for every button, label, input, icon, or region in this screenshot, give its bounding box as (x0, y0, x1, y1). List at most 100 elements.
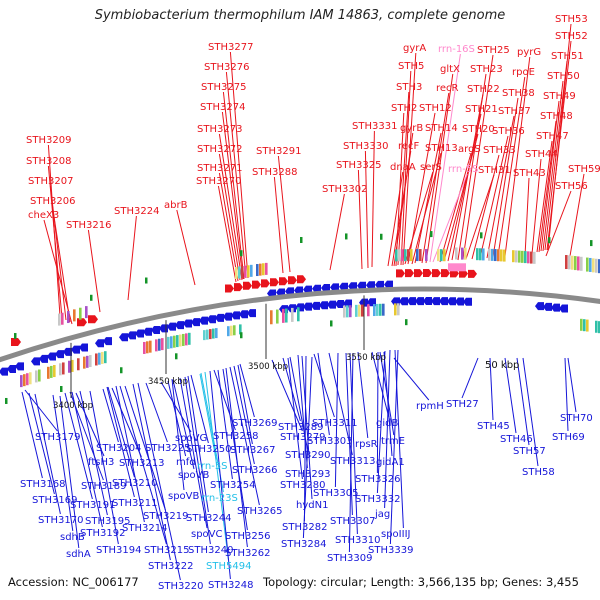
gene-feature-block[interactable] (376, 303, 379, 316)
bottom-gene-label[interactable]: STH3170 (38, 515, 83, 526)
top-gene-label[interactable]: STH2 (391, 103, 417, 114)
gene-feature-block[interactable] (185, 333, 188, 346)
gene-feature-block[interactable] (530, 251, 533, 264)
gene-feature-block[interactable] (358, 304, 361, 317)
top-gene-label[interactable]: STH3 (396, 82, 422, 93)
bottom-gene-label[interactable]: STH3309 (327, 553, 372, 564)
bottom-gene-label[interactable]: STH3266 (232, 465, 277, 476)
gene-feature-block[interactable] (373, 304, 376, 317)
bottom-gene-label[interactable]: STH3265 (237, 506, 282, 517)
reverse-gene-arrow[interactable] (71, 345, 80, 354)
gene-feature-block[interactable] (512, 250, 515, 263)
gene-feature-block[interactable] (443, 249, 446, 262)
bottom-gene-label[interactable]: STH46 (500, 434, 533, 445)
top-gene-label[interactable]: STH3207 (28, 176, 73, 187)
top-gene-label[interactable]: STH37 (498, 106, 531, 117)
top-gene-label[interactable]: STH47 (536, 131, 569, 142)
top-gene-label[interactable]: STH13 (425, 143, 458, 154)
bottom-gene-label[interactable]: ftsH3 (88, 457, 114, 468)
forward-gene-arrow[interactable] (11, 338, 21, 347)
reverse-gene-arrow[interactable] (551, 303, 560, 312)
gene-feature-block[interactable] (256, 264, 259, 277)
top-gene-label[interactable]: STH3206 (30, 196, 75, 207)
gene-feature-block[interactable] (235, 266, 238, 279)
top-gene-label[interactable]: STH44 (525, 149, 558, 160)
gene-feature-block[interactable] (26, 373, 29, 386)
reverse-gene-arrow[interactable] (31, 357, 40, 366)
gene-feature-block[interactable] (262, 263, 265, 276)
forward-gene-arrow[interactable] (270, 278, 279, 287)
top-gene-label[interactable]: STH51 (551, 51, 584, 62)
gene-feature-block[interactable] (188, 332, 191, 345)
bottom-gene-label[interactable]: sdhB (60, 532, 85, 543)
bottom-gene-label[interactable]: STH3192 (80, 528, 125, 539)
bottom-gene-label[interactable]: mfd (176, 457, 196, 468)
gene-feature-block[interactable] (58, 313, 61, 326)
bottom-gene-label[interactable]: STH3248 (208, 580, 253, 591)
top-gene-label[interactable]: STH33 (483, 145, 516, 156)
forward-gene-arrow[interactable] (288, 276, 297, 285)
gene-feature-block[interactable] (395, 249, 398, 262)
bottom-gene-label[interactable]: STH3225 (145, 443, 190, 454)
gene-feature-block[interactable] (167, 336, 170, 349)
gene-feature-block[interactable] (518, 250, 521, 263)
reverse-gene-arrow[interactable] (407, 297, 416, 306)
reverse-gene-arrow[interactable] (7, 364, 16, 373)
reverse-gene-arrow[interactable] (423, 297, 432, 306)
bottom-gene-label[interactable]: STH58 (522, 467, 555, 478)
reverse-gene-arrow[interactable] (431, 297, 440, 306)
gene-feature-block[interactable] (291, 307, 294, 322)
gene-feature-block[interactable] (398, 249, 401, 262)
bottom-gene-label[interactable]: STH3293 (285, 469, 330, 480)
reverse-gene-arrow[interactable] (335, 300, 344, 309)
reverse-gene-arrow[interactable] (535, 302, 544, 311)
bottom-gene-label[interactable]: STH3214 (122, 523, 167, 534)
bottom-gene-label[interactable]: STH3211 (112, 498, 157, 509)
gene-feature-block[interactable] (73, 309, 76, 322)
forward-gene-arrow[interactable] (405, 269, 414, 278)
top-gene-label[interactable]: STH3208 (26, 156, 71, 167)
forward-gene-arrow[interactable] (225, 284, 234, 293)
top-gene-label[interactable]: gyrA (403, 43, 426, 54)
bottom-gene-label[interactable]: rpmH (416, 401, 444, 412)
bottom-gene-label[interactable]: spoIIIJ (381, 529, 410, 540)
reverse-gene-arrow[interactable] (159, 324, 168, 333)
gene-feature-block[interactable] (297, 307, 300, 322)
forward-gene-arrow[interactable] (243, 281, 252, 290)
top-gene-label[interactable]: argS (458, 144, 481, 155)
bottom-gene-label[interactable]: STH3204 (96, 443, 141, 454)
top-gene-label[interactable]: cheX3 (28, 210, 59, 221)
bottom-gene-label[interactable]: STH3326 (355, 474, 400, 485)
forward-gene-arrow[interactable] (441, 269, 450, 278)
top-gene-label[interactable]: STH21 (465, 104, 498, 115)
bottom-gene-label[interactable]: STH3289 (278, 422, 323, 433)
bottom-gene-label[interactable]: STH3332 (355, 494, 400, 505)
top-gene-label[interactable]: STH3216 (66, 220, 111, 231)
gene-feature-block[interactable] (464, 247, 467, 260)
top-gene-label[interactable]: STH3302 (322, 184, 367, 195)
top-gene-label[interactable]: STH3273 (197, 124, 242, 135)
gene-feature-block[interactable] (101, 351, 104, 364)
bottom-gene-label[interactable]: STH3222 (148, 561, 193, 572)
bottom-gene-label[interactable]: STH3310 (335, 535, 380, 546)
bottom-gene-label[interactable]: STH3258 (213, 431, 258, 442)
gene-feature-block[interactable] (67, 311, 70, 324)
bottom-gene-label[interactable]: STH45 (477, 421, 510, 432)
gene-feature-block[interactable] (343, 305, 346, 318)
top-gene-label[interactable]: abrB (164, 200, 188, 211)
top-gene-label[interactable]: serS (420, 162, 442, 173)
reverse-gene-arrow[interactable] (543, 302, 552, 311)
bottom-gene-label[interactable]: hydN1 (296, 500, 328, 511)
reverse-gene-arrow[interactable] (384, 280, 393, 289)
reverse-gene-arrow[interactable] (231, 311, 240, 320)
gene-feature-block[interactable] (61, 312, 64, 325)
gene-feature-block[interactable] (382, 303, 385, 316)
gene-feature-block[interactable] (143, 341, 146, 354)
gene-feature-block[interactable] (29, 372, 32, 385)
gene-feature-block[interactable] (238, 266, 241, 279)
gene-feature-block[interactable] (47, 366, 50, 379)
top-gene-label[interactable]: STH3271 (197, 163, 242, 174)
gene-feature-block[interactable] (394, 303, 397, 316)
bottom-gene-label[interactable]: gidA1 (376, 457, 405, 468)
